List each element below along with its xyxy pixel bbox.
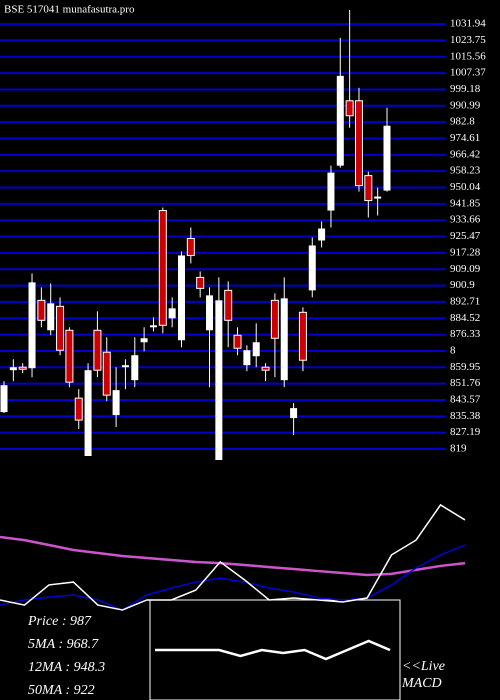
indicator-line xyxy=(0,544,466,611)
y-tick-label: 8 xyxy=(450,344,456,356)
candle-body xyxy=(0,385,8,413)
annotation: <<Live xyxy=(402,659,445,674)
candle-body xyxy=(140,338,148,343)
candle-body xyxy=(374,196,382,199)
candle-body xyxy=(318,228,326,241)
indicator-line xyxy=(0,503,466,611)
candle-body xyxy=(308,245,316,291)
candle-body xyxy=(131,355,139,381)
candle-body xyxy=(102,351,111,396)
candle-body xyxy=(243,350,251,366)
y-tick-label: 1031.94 xyxy=(450,18,486,30)
macd-label: MACD xyxy=(401,676,442,691)
y-tick-label: 1015.56 xyxy=(450,50,486,62)
y-tick-label: 1023.75 xyxy=(450,34,486,46)
y-tick-label: 933.66 xyxy=(450,214,481,226)
candle-body xyxy=(9,367,17,371)
candle-body xyxy=(345,100,354,117)
y-tick-label: 958.23 xyxy=(450,165,481,177)
y-tick-label: 827.19 xyxy=(450,426,481,438)
candle-body xyxy=(158,210,167,326)
y-tick-label: 1007.37 xyxy=(450,67,486,79)
y-tick-label: 925.47 xyxy=(450,230,481,242)
candle-body xyxy=(177,255,185,341)
y-tick-label: 974.61 xyxy=(450,132,480,144)
candle-body xyxy=(298,311,307,361)
y-tick-label: 990.99 xyxy=(450,99,481,111)
candle-body xyxy=(28,282,36,369)
candle-body xyxy=(270,299,279,339)
y-tick-label: 876.33 xyxy=(450,328,481,340)
chart-title: BSE 517041 munafasutra.pro xyxy=(4,4,135,16)
y-tick-label: 999.18 xyxy=(450,83,481,95)
y-tick-label: 941.85 xyxy=(450,197,481,209)
y-tick-label: 909.09 xyxy=(450,263,481,275)
y-tick-label: 950.04 xyxy=(450,181,481,193)
legend-entry: 12MA : 948.3 xyxy=(28,660,105,675)
candle-body xyxy=(383,125,391,191)
candle-body xyxy=(168,308,176,319)
candle-body xyxy=(280,298,288,381)
candle-body xyxy=(149,325,157,328)
legend-entry: 5MA : 968.7 xyxy=(28,637,99,652)
legend-entry: Price : 987 xyxy=(27,614,92,629)
candle-body xyxy=(186,237,195,256)
candle-body xyxy=(336,75,344,166)
candle-body xyxy=(56,305,65,351)
candle-body xyxy=(327,172,335,211)
candle-body xyxy=(290,408,298,419)
y-tick-label: 851.76 xyxy=(450,377,481,389)
y-tick-label: 892.71 xyxy=(450,295,480,307)
y-tick-label: 900.9 xyxy=(450,279,475,291)
candle-body xyxy=(37,299,46,321)
y-tick-label: 859.95 xyxy=(450,361,481,373)
y-tick-label: 835.38 xyxy=(450,410,481,422)
candle-body xyxy=(65,329,74,383)
y-tick-label: 982.8 xyxy=(450,116,475,128)
y-tick-label: 843.57 xyxy=(450,394,481,406)
candle-body xyxy=(196,276,205,289)
candle-body xyxy=(93,329,102,371)
candle-body xyxy=(261,366,270,371)
candle-body xyxy=(354,100,363,187)
y-tick-label: 966.42 xyxy=(450,148,480,160)
candle-body xyxy=(121,365,129,368)
candle-body xyxy=(252,342,260,357)
candle-body xyxy=(206,295,214,331)
y-tick-label: 819 xyxy=(450,443,467,455)
candle-body xyxy=(364,175,373,202)
legend-entry: 50MA : 922 xyxy=(28,683,95,698)
candle-body xyxy=(215,300,223,460)
candle-body xyxy=(84,370,92,457)
candle-body xyxy=(224,289,233,321)
indicator-line xyxy=(0,535,466,577)
candle-body xyxy=(47,303,55,331)
candle-body xyxy=(112,390,120,416)
y-tick-label: 917.28 xyxy=(450,246,481,258)
y-tick-label: 884.52 xyxy=(450,312,480,324)
candle-body xyxy=(74,397,83,421)
candle-body xyxy=(233,334,242,349)
indicator-line xyxy=(155,639,391,661)
candle-body xyxy=(18,366,27,370)
